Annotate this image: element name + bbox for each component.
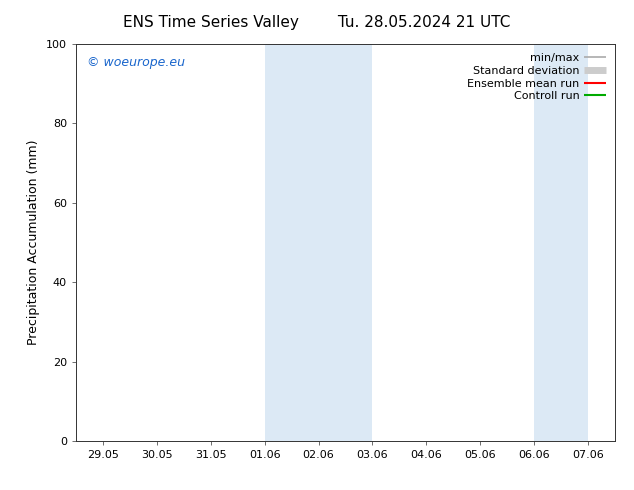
Legend: min/max, Standard deviation, Ensemble mean run, Controll run: min/max, Standard deviation, Ensemble me… bbox=[464, 49, 609, 105]
Y-axis label: Precipitation Accumulation (mm): Precipitation Accumulation (mm) bbox=[27, 140, 41, 345]
Bar bbox=[534, 44, 588, 441]
Text: © woeurope.eu: © woeurope.eu bbox=[87, 56, 185, 69]
Bar bbox=[265, 44, 373, 441]
Text: ENS Time Series Valley        Tu. 28.05.2024 21 UTC: ENS Time Series Valley Tu. 28.05.2024 21… bbox=[123, 15, 511, 30]
